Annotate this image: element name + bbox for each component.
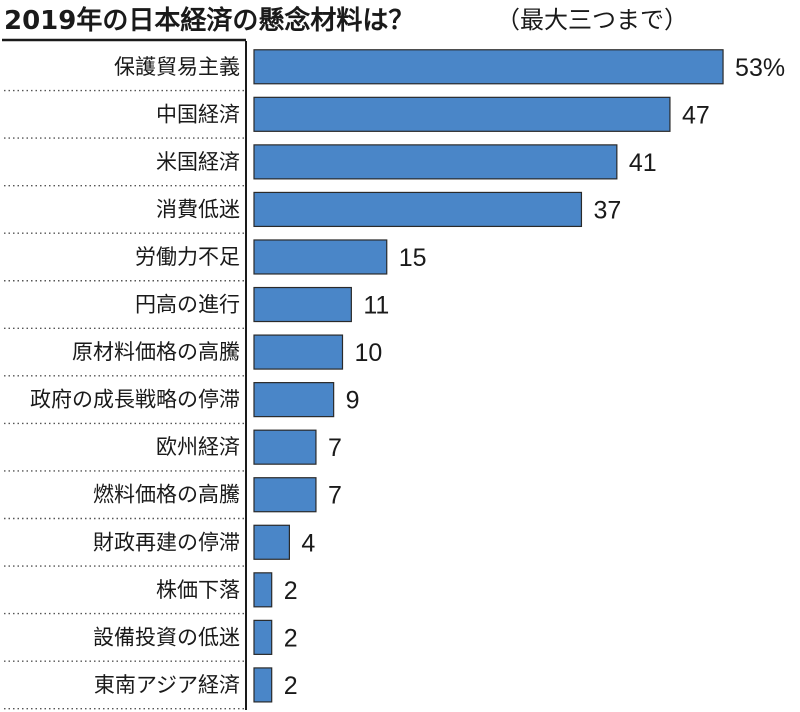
value-label: 4 [301,529,315,557]
value-label: 2 [284,672,298,700]
value-label: 9 [346,387,360,415]
value-label: 2 [284,577,298,605]
value-label: 7 [328,434,342,462]
value-label: 47 [682,101,710,129]
value-label: 41 [629,149,657,177]
value-label: 2 [284,624,298,652]
value-label: 10 [355,339,383,367]
bar [253,191,583,228]
bar [253,49,724,85]
category-label: 労働力不足 [135,245,240,269]
category-label: 東南アジア経済 [94,673,240,697]
bar [253,572,273,608]
bar [253,286,352,323]
chart-subtitle: （最大三つまで） [496,6,688,34]
category-label: 株価下落 [156,578,240,602]
chart-title: 2019年の日本経済の懸念材料は？ [4,5,414,36]
bar [253,96,671,132]
category-label: 保護貿易主義 [114,55,240,79]
bar [253,239,388,275]
category-label: 中国経済 [156,102,240,126]
value-label: 11 [363,292,389,320]
bar [253,382,335,418]
bar [253,144,618,180]
value-label: 7 [328,482,342,510]
category-label: 消費低迷 [156,197,240,221]
value-label: 37 [593,196,621,224]
value-label: 53% [735,54,785,82]
category-label: 設備投資の低迷 [93,625,240,649]
value-label: 15 [399,244,427,272]
bar [253,429,317,465]
category-label: 燃料価格の高騰 [93,483,240,507]
category-label: 原材料価格の高騰 [72,340,240,364]
category-label: 欧州経済 [156,435,240,459]
bar [253,619,273,655]
category-label: 米国経済 [156,150,240,174]
category-label: 政府の成長戦略の停滞 [30,388,240,412]
bar [253,477,317,513]
bar [253,667,273,703]
category-label: 円高の進行 [135,293,240,317]
bar [253,524,291,560]
bar [253,334,344,370]
category-label: 財政再建の停滞 [93,530,240,554]
